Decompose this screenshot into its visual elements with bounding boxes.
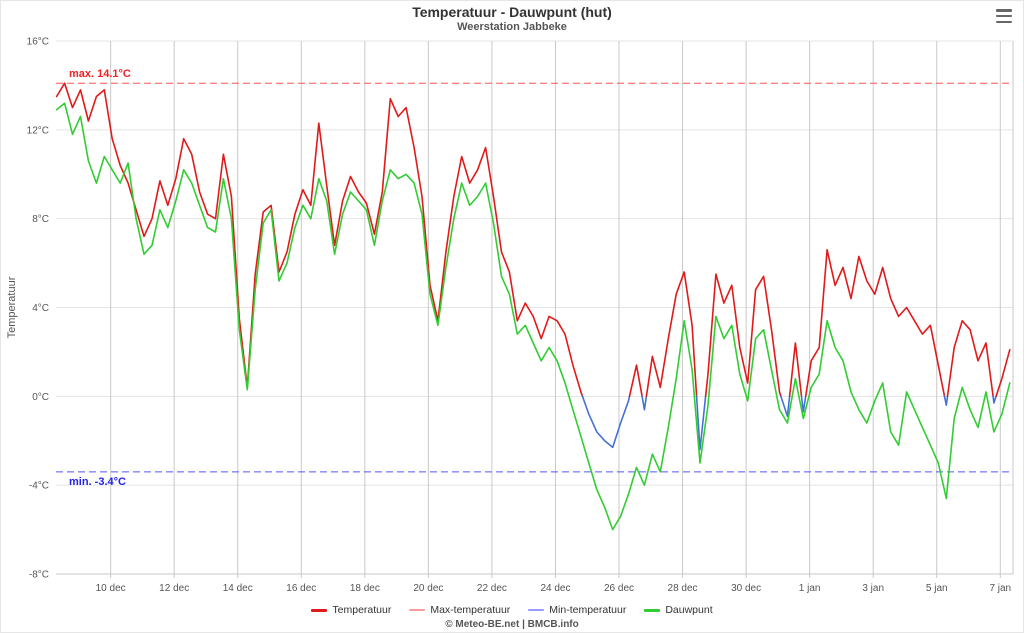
- y-tick-label: 0°C: [32, 392, 49, 403]
- temperatuur-line-segment: [788, 342, 803, 398]
- temperatuur-line-segment: [804, 249, 946, 398]
- x-tick-label: 18 dec: [350, 583, 380, 594]
- legend-swatch-icon: [528, 609, 545, 611]
- legend-swatch-icon: [311, 608, 328, 612]
- temperatuur-line-segment: [628, 364, 643, 398]
- temperatuur-line-segment: [704, 273, 782, 398]
- y-tick-label: 4°C: [32, 303, 49, 314]
- temperatuur-line-segment: [780, 395, 791, 418]
- legend-swatch-icon: [409, 609, 426, 611]
- x-tick-label: 16 dec: [286, 583, 316, 594]
- y-tick-label: 16°C: [27, 37, 49, 48]
- chart-credits[interactable]: © Meteo-BE.net | BMCB.info: [445, 619, 579, 630]
- max-temperatuur-plotline-label: max. 14.1°C: [69, 68, 131, 80]
- temperatuur-line-segment: [946, 319, 994, 398]
- legend-item-label: Max-temperatuur: [430, 604, 511, 616]
- x-tick-label: 3 jan: [862, 583, 884, 594]
- y-tick-label: 12°C: [27, 125, 49, 136]
- temperatuur-line-segment: [55, 82, 584, 398]
- temperatuur-line-segment: [943, 395, 949, 407]
- legend-item-label: Min-temperatuur: [549, 604, 627, 616]
- legend-swatch-icon: [644, 608, 661, 612]
- temperatuur-line-segment: [995, 348, 1011, 398]
- legend-item-label: Dauwpunt: [665, 604, 713, 616]
- x-tick-label: 12 dec: [159, 583, 189, 594]
- x-tick-label: 10 dec: [96, 583, 126, 594]
- temperatuur-line-segment: [992, 395, 997, 404]
- temperatuur-line-segment: [581, 395, 631, 449]
- chart-menu-button[interactable]: [993, 7, 1015, 25]
- x-tick-label: 28 dec: [668, 583, 698, 594]
- x-tick-label: 14 dec: [223, 583, 253, 594]
- temperatuur-line-segment: [641, 395, 648, 411]
- temperatuur-line-segment: [800, 395, 807, 413]
- x-tick-label: 24 dec: [540, 583, 570, 594]
- legend-item-max-temperatuur[interactable]: Max-temperatuur: [409, 604, 510, 616]
- chart-legend: Temperatuur Max-temperatuur Min-temperatuu…: [1, 604, 1023, 616]
- x-tick-label: 20 dec: [413, 583, 443, 594]
- x-tick-label: 26 dec: [604, 583, 634, 594]
- legend-item-min-temperatuur[interactable]: Min-temperatuur: [528, 604, 626, 616]
- x-tick-label: 5 jan: [926, 583, 948, 594]
- hamburger-icon: [996, 14, 1012, 18]
- legend-item-label: Temperatuur: [332, 604, 392, 616]
- legend-item-temperatuur[interactable]: Temperatuur: [311, 604, 391, 616]
- hamburger-icon: [996, 20, 1012, 23]
- min-temperatuur-plotline-label: min. -3.4°C: [69, 476, 126, 488]
- y-tick-label: -8°C: [29, 570, 49, 581]
- temperatuur-line-segment: [695, 395, 707, 451]
- hamburger-icon: [996, 9, 1012, 12]
- y-tick-label: -4°C: [29, 481, 49, 492]
- x-tick-label: 1 jan: [799, 583, 821, 594]
- y-tick-label: 8°C: [32, 214, 49, 225]
- dauwpunt-line: [55, 102, 1011, 531]
- legend-item-dauwpunt[interactable]: Dauwpunt: [644, 604, 713, 616]
- y-axis-title: Temperatuur: [6, 276, 18, 338]
- chart-subtitle: Weerstation Jabbeke: [457, 21, 567, 33]
- x-tick-label: 22 dec: [477, 583, 507, 594]
- x-tick-label: 7 jan: [989, 583, 1011, 594]
- chart-title: Temperatuur - Dauwpunt (hut): [412, 4, 612, 20]
- x-tick-label: 30 dec: [731, 583, 761, 594]
- temperatuur-line-segment: [645, 271, 698, 398]
